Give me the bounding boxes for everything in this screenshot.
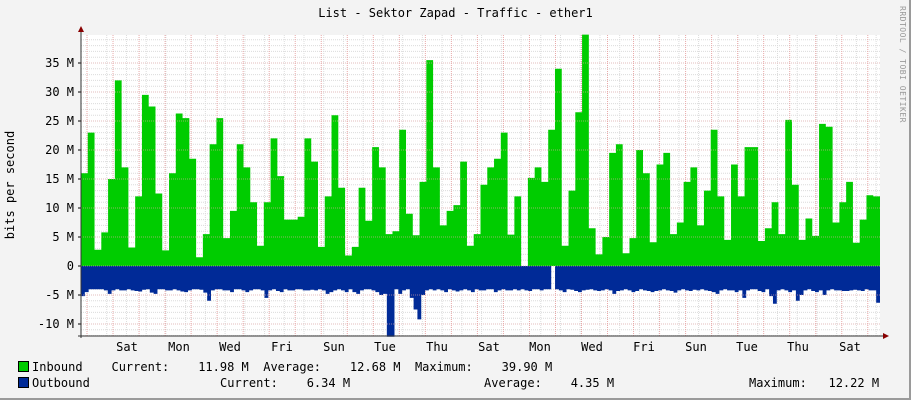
svg-text:Mon: Mon [168, 340, 190, 354]
svg-text:Sat: Sat [478, 340, 500, 354]
svg-text:5 M: 5 M [52, 230, 74, 244]
svg-text:0: 0 [67, 259, 74, 273]
svg-text:Mon: Mon [529, 340, 551, 354]
svg-text:Wed: Wed [581, 340, 603, 354]
svg-text:30 M: 30 M [45, 85, 74, 99]
svg-text:Wed: Wed [219, 340, 241, 354]
rrdtool-watermark: RRDTOOL / TOBI OETIKER [898, 6, 907, 123]
svg-text:-10 M: -10 M [38, 317, 74, 331]
svg-text:10 M: 10 M [45, 201, 74, 215]
svg-text:Thu: Thu [787, 340, 809, 354]
svg-text:20 M: 20 M [45, 143, 74, 157]
svg-text:Fri: Fri [633, 340, 655, 354]
svg-text:15 M: 15 M [45, 172, 74, 186]
svg-text:Sun: Sun [323, 340, 345, 354]
graph-title: List - Sektor Zapad - Traffic - ether1 [318, 6, 593, 20]
svg-text:Tue: Tue [736, 340, 758, 354]
legend-inbound: Inbound Current: 11.98 M Average: 12.68 … [18, 360, 552, 374]
svg-text:Fri: Fri [271, 340, 293, 354]
inbound-swatch [18, 361, 29, 372]
svg-text:Tue: Tue [374, 340, 396, 354]
svg-text:Sat: Sat [116, 340, 138, 354]
svg-text:-5 M: -5 M [45, 288, 74, 302]
svg-text:Sun: Sun [685, 340, 707, 354]
svg-text:Thu: Thu [426, 340, 448, 354]
svg-text:25 M: 25 M [45, 114, 74, 128]
svg-text:Sat: Sat [839, 340, 861, 354]
legend-outbound: Outbound Current: 6.34 M Average: 4.35 M Ma… [18, 376, 908, 390]
outbound-swatch [18, 377, 29, 388]
svg-text:35 M: 35 M [45, 56, 74, 70]
